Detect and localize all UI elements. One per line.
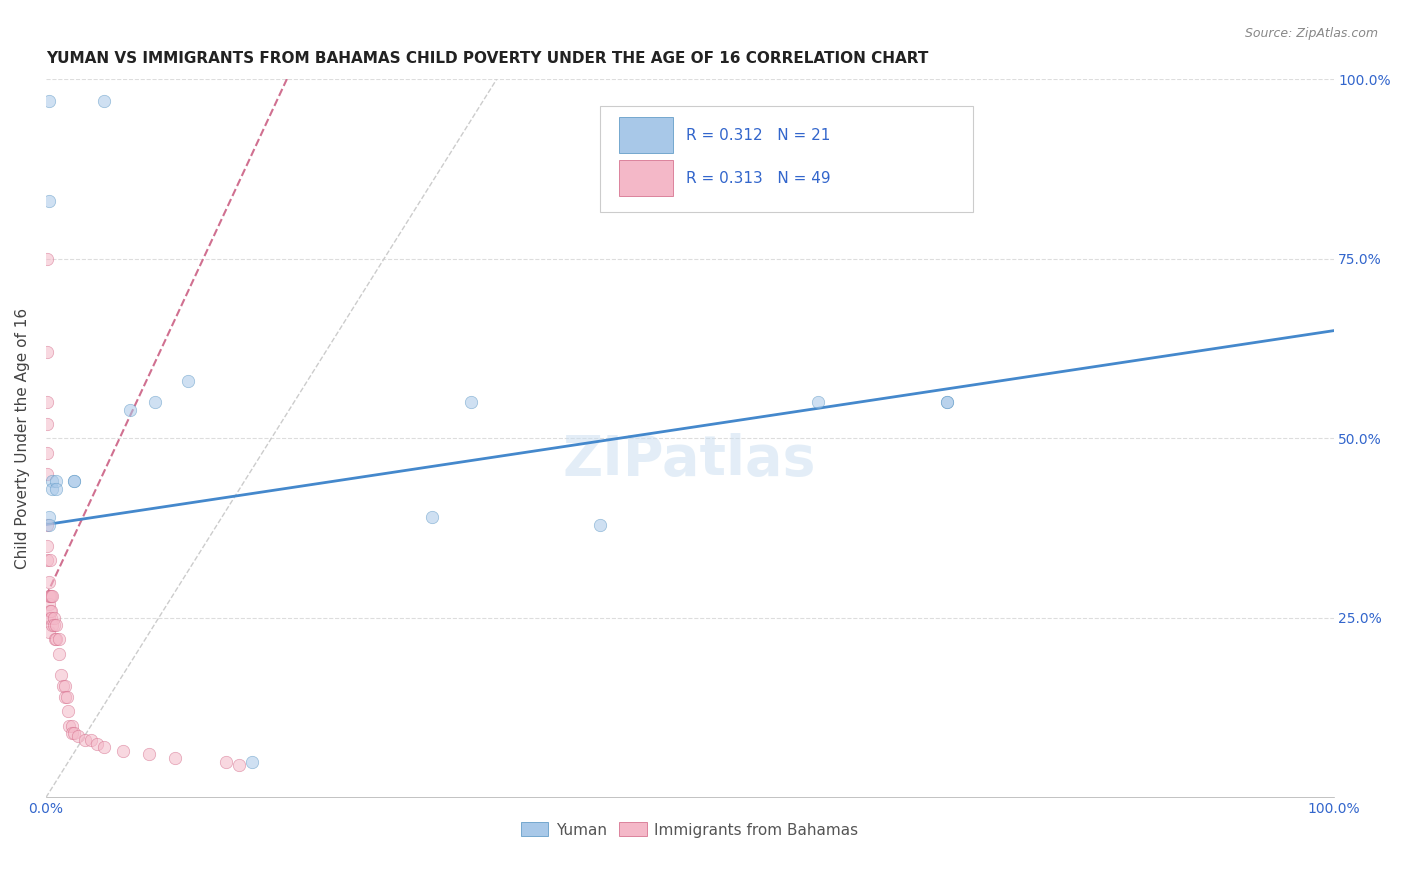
Point bbox=[51, 668, 73, 682]
Point bbox=[37, 553, 59, 567]
Text: YUMAN VS IMMIGRANTS FROM BAHAMAS CHILD POVERTY UNDER THE AGE OF 16 CORRELATION C: YUMAN VS IMMIGRANTS FROM BAHAMAS CHILD P… bbox=[46, 51, 928, 66]
Point bbox=[37, 417, 59, 431]
Legend: Yuman, Immigrants from Bahamas: Yuman, Immigrants from Bahamas bbox=[515, 816, 865, 844]
Point bbox=[37, 517, 59, 532]
Point bbox=[38, 604, 60, 618]
Point bbox=[60, 718, 83, 732]
Point bbox=[48, 632, 70, 647]
Point bbox=[420, 510, 443, 524]
Point bbox=[60, 726, 83, 740]
Point bbox=[45, 618, 67, 632]
Point bbox=[45, 482, 67, 496]
Text: R = 0.312   N = 21: R = 0.312 N = 21 bbox=[686, 128, 831, 143]
Point bbox=[80, 733, 103, 747]
Point bbox=[38, 590, 60, 604]
Point bbox=[38, 625, 60, 640]
Point bbox=[42, 618, 65, 632]
Point bbox=[936, 395, 959, 409]
Point bbox=[240, 755, 263, 769]
Point bbox=[48, 647, 70, 661]
Point bbox=[38, 597, 60, 611]
Point bbox=[38, 510, 60, 524]
Point bbox=[56, 704, 79, 718]
Point bbox=[460, 395, 482, 409]
Point bbox=[41, 482, 63, 496]
Point bbox=[112, 744, 135, 758]
Point bbox=[37, 539, 59, 553]
Point bbox=[38, 590, 60, 604]
Point bbox=[52, 679, 75, 693]
Point bbox=[39, 590, 62, 604]
Point bbox=[588, 517, 610, 532]
Point bbox=[807, 395, 830, 409]
Point bbox=[55, 690, 77, 704]
Point bbox=[63, 726, 86, 740]
Point bbox=[38, 194, 60, 209]
Text: ZIPatlas: ZIPatlas bbox=[562, 433, 817, 487]
Point bbox=[53, 690, 76, 704]
Point bbox=[39, 604, 62, 618]
Point bbox=[38, 611, 60, 625]
Text: Source: ZipAtlas.com: Source: ZipAtlas.com bbox=[1244, 27, 1378, 40]
Point bbox=[63, 475, 86, 489]
Point bbox=[44, 632, 66, 647]
Point bbox=[41, 618, 63, 632]
Point bbox=[58, 718, 80, 732]
FancyBboxPatch shape bbox=[599, 106, 973, 212]
Point bbox=[176, 374, 198, 388]
Point bbox=[93, 94, 115, 108]
Point bbox=[53, 679, 76, 693]
Point bbox=[38, 553, 60, 567]
Y-axis label: Child Poverty Under the Age of 16: Child Poverty Under the Age of 16 bbox=[15, 308, 30, 569]
Point bbox=[37, 446, 59, 460]
Point bbox=[73, 733, 96, 747]
Point bbox=[228, 758, 250, 772]
Point bbox=[215, 755, 238, 769]
Text: R = 0.313   N = 49: R = 0.313 N = 49 bbox=[686, 171, 831, 186]
Point bbox=[118, 402, 141, 417]
Point bbox=[63, 475, 86, 489]
Point bbox=[41, 475, 63, 489]
Point bbox=[45, 632, 67, 647]
Point bbox=[41, 590, 63, 604]
Point bbox=[37, 252, 59, 266]
Point bbox=[37, 345, 59, 359]
Point bbox=[37, 395, 59, 409]
FancyBboxPatch shape bbox=[619, 118, 673, 153]
Point bbox=[145, 395, 167, 409]
Point bbox=[37, 467, 59, 482]
Point bbox=[138, 747, 160, 762]
Point bbox=[38, 517, 60, 532]
Point bbox=[45, 475, 67, 489]
Point bbox=[86, 737, 108, 751]
Point bbox=[67, 730, 90, 744]
Point bbox=[163, 751, 186, 765]
Point bbox=[38, 94, 60, 108]
Point bbox=[38, 574, 60, 589]
Point bbox=[93, 740, 115, 755]
Point bbox=[42, 611, 65, 625]
Point bbox=[936, 395, 959, 409]
FancyBboxPatch shape bbox=[619, 161, 673, 195]
Point bbox=[39, 611, 62, 625]
